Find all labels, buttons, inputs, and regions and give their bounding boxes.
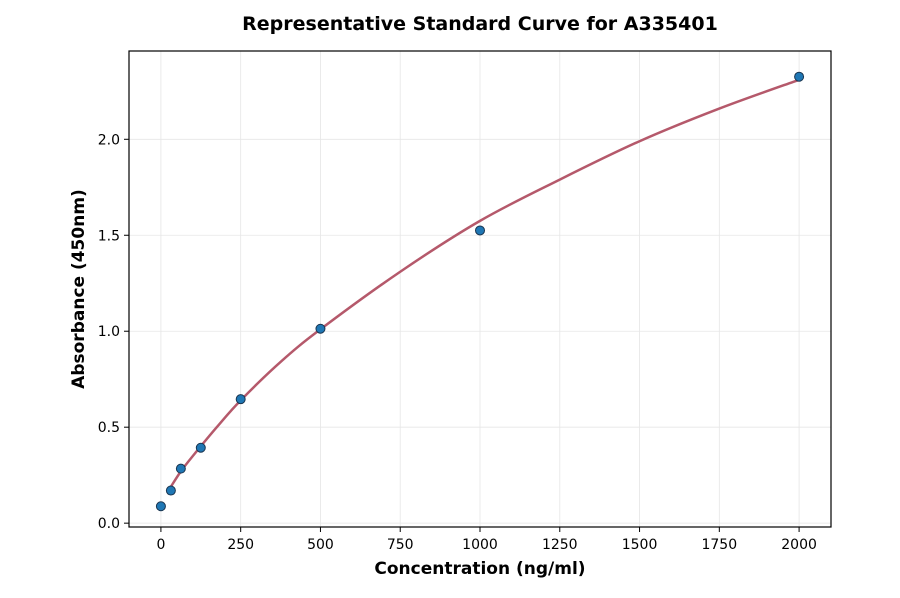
y-tick-label: 0.0 — [98, 516, 120, 532]
data-point — [195, 442, 206, 453]
x-tick-label: 1250 — [542, 537, 578, 553]
x-tick-label: 250 — [227, 537, 254, 553]
plot-frame — [128, 50, 832, 528]
y-axis-label: Absorbance (450nm) — [69, 189, 89, 389]
chart-title: Representative Standard Curve for A33540… — [242, 13, 718, 35]
y-tick-label: 2.0 — [98, 132, 120, 148]
x-tick-label: 1500 — [622, 537, 658, 553]
data-point — [475, 225, 485, 236]
x-tick-label: 1750 — [701, 537, 737, 553]
x-tick-label: 750 — [387, 537, 414, 553]
x-tick-label: 1000 — [462, 537, 498, 553]
data-point — [315, 323, 326, 334]
x-tick-label: 0 — [156, 537, 165, 553]
fit-curve — [169, 78, 800, 488]
x-axis-label: Concentration (ng/ml) — [374, 559, 585, 579]
y-tick-label: 0.5 — [98, 420, 120, 436]
data-point — [165, 485, 176, 496]
data-point — [175, 463, 186, 474]
x-tick-label: 500 — [307, 537, 334, 553]
data-point — [794, 71, 805, 82]
y-tick-label: 1.5 — [98, 228, 120, 244]
x-tick-label: 2000 — [781, 537, 817, 553]
data-point — [155, 501, 166, 512]
data-point — [235, 394, 246, 405]
y-tick-label: 1.0 — [98, 324, 120, 340]
